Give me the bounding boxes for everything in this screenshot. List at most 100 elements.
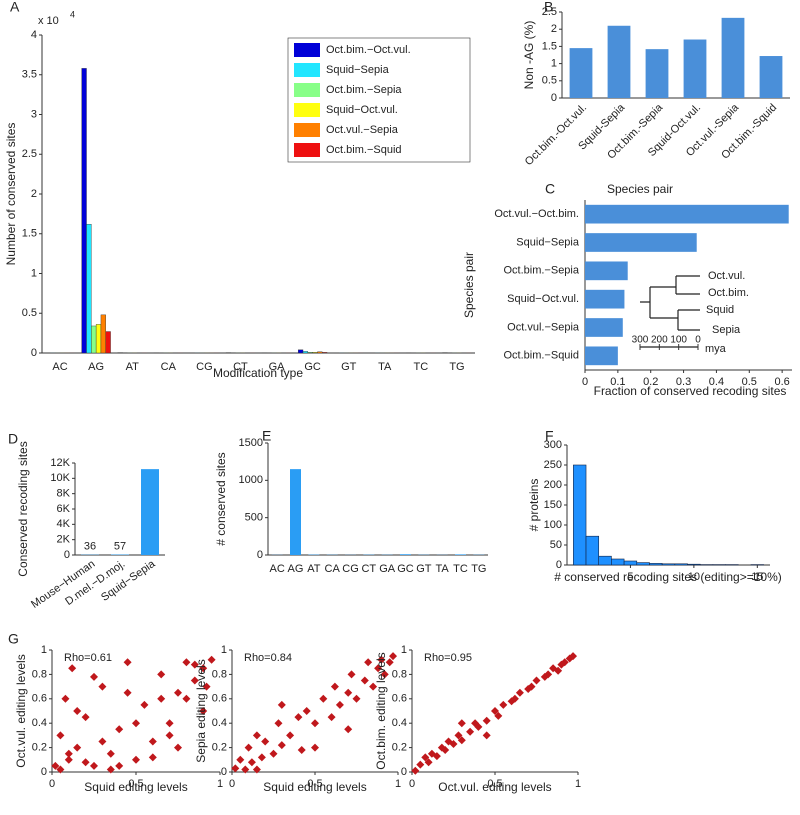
y-tick-label: 250 [544, 459, 562, 471]
point [244, 743, 253, 752]
point [132, 719, 140, 728]
y-axis-label: # conserved sites [214, 452, 228, 545]
point [165, 731, 174, 740]
panel-letter: E [262, 428, 271, 444]
x-tick-label: AC [52, 361, 67, 373]
point [182, 694, 191, 703]
y-tick-label: 0.4 [32, 717, 47, 729]
x-tick-label: 0.4 [709, 376, 724, 388]
y-tick-label: 0 [64, 549, 70, 561]
y-tick-label: 1 [41, 644, 47, 656]
point [73, 743, 82, 752]
point [389, 652, 398, 661]
point [457, 719, 466, 728]
axis-multiplier: x 10 [38, 15, 59, 27]
value-label: 36 [84, 541, 96, 553]
panel-letter: C [545, 181, 555, 197]
y-tick-label: 0.5 [22, 307, 37, 319]
point [319, 694, 328, 703]
point [148, 753, 157, 762]
point [330, 682, 339, 691]
y-tick-label: 0.8 [392, 668, 407, 680]
point [81, 758, 90, 767]
y-tick-label: 2.5 [22, 148, 37, 160]
point [174, 743, 182, 752]
point [174, 688, 182, 697]
y-tick-label: 1.5 [542, 40, 557, 52]
y-tick-label: 0.8 [32, 668, 47, 680]
x-axis-label: Species pair [607, 182, 673, 196]
point [474, 722, 483, 731]
y-tick-label: 1 [31, 267, 37, 279]
x-tick-label: TC [414, 361, 429, 373]
x-tick-label: AT [307, 563, 321, 575]
x-axis-label: # conserved recoding sites (editing>=10%… [554, 570, 781, 584]
x-tick-label: TC [453, 563, 468, 575]
bar [636, 562, 650, 566]
point [369, 682, 378, 691]
point [182, 658, 191, 667]
point [380, 670, 389, 679]
legend-label: Oct.bim.−Sepia [326, 84, 402, 96]
x-tick-label: GC [304, 361, 321, 373]
point [61, 694, 70, 703]
y-tick-label: Oct.vul.−Oct.bim. [494, 208, 579, 220]
point [202, 682, 211, 691]
x-tick-label: 1 [395, 778, 401, 790]
panel-letter: D [8, 431, 18, 447]
x-axis-label: Squid editing levels [263, 780, 366, 794]
point [364, 658, 373, 667]
bar [585, 233, 697, 252]
point [252, 731, 261, 740]
point [157, 670, 166, 679]
y-tick-label: 1500 [239, 437, 263, 449]
x-tick-label: CT [361, 563, 376, 575]
point [247, 758, 256, 767]
y-axis-label: Non -AG (%) [522, 21, 536, 90]
x-tick-label: GT [341, 361, 357, 373]
x-tick-label: 0.3 [676, 376, 691, 388]
scale-tick-label: 100 [670, 335, 687, 346]
point [327, 713, 336, 722]
y-tick-label: 1 [551, 58, 557, 70]
point [335, 700, 344, 709]
y-tick-label: 200 [544, 479, 562, 491]
y-tick-label: 0.4 [392, 717, 407, 729]
x-tick-label: 0 [229, 778, 235, 790]
x-tick-label: 0.5 [487, 778, 502, 790]
point [491, 707, 499, 715]
y-tick-label: 0.2 [392, 742, 407, 754]
tree-label: Sepia [712, 324, 741, 336]
x-tick-label: AT [126, 361, 140, 373]
point [449, 739, 458, 748]
y-tick-label: 2K [57, 534, 71, 546]
x-tick-label: GA [269, 361, 286, 373]
x-tick-label: 0.2 [643, 376, 658, 388]
bar [297, 349, 304, 354]
bar [649, 563, 663, 566]
point [421, 753, 430, 762]
point [90, 672, 98, 681]
y-tick-label: 2 [31, 188, 37, 200]
panel-letter: A [10, 0, 20, 15]
y-axis-label: # proteins [527, 479, 541, 532]
y-tick-label: 8K [57, 488, 71, 500]
point [499, 700, 508, 709]
x-tick-label: GT [416, 563, 432, 575]
point [515, 688, 524, 697]
point [344, 725, 353, 734]
point [106, 765, 115, 774]
point [560, 658, 569, 667]
point [190, 660, 199, 669]
x-tick-label: 5 [627, 571, 633, 583]
point [252, 765, 261, 774]
y-axis-label: Oct.vul. editing levels [14, 654, 28, 767]
point [115, 725, 124, 734]
bar [81, 68, 87, 354]
point [544, 670, 553, 679]
point [510, 694, 519, 703]
point [311, 743, 319, 752]
point [81, 713, 90, 722]
panel-letter: B [544, 0, 553, 15]
bar [585, 204, 789, 224]
